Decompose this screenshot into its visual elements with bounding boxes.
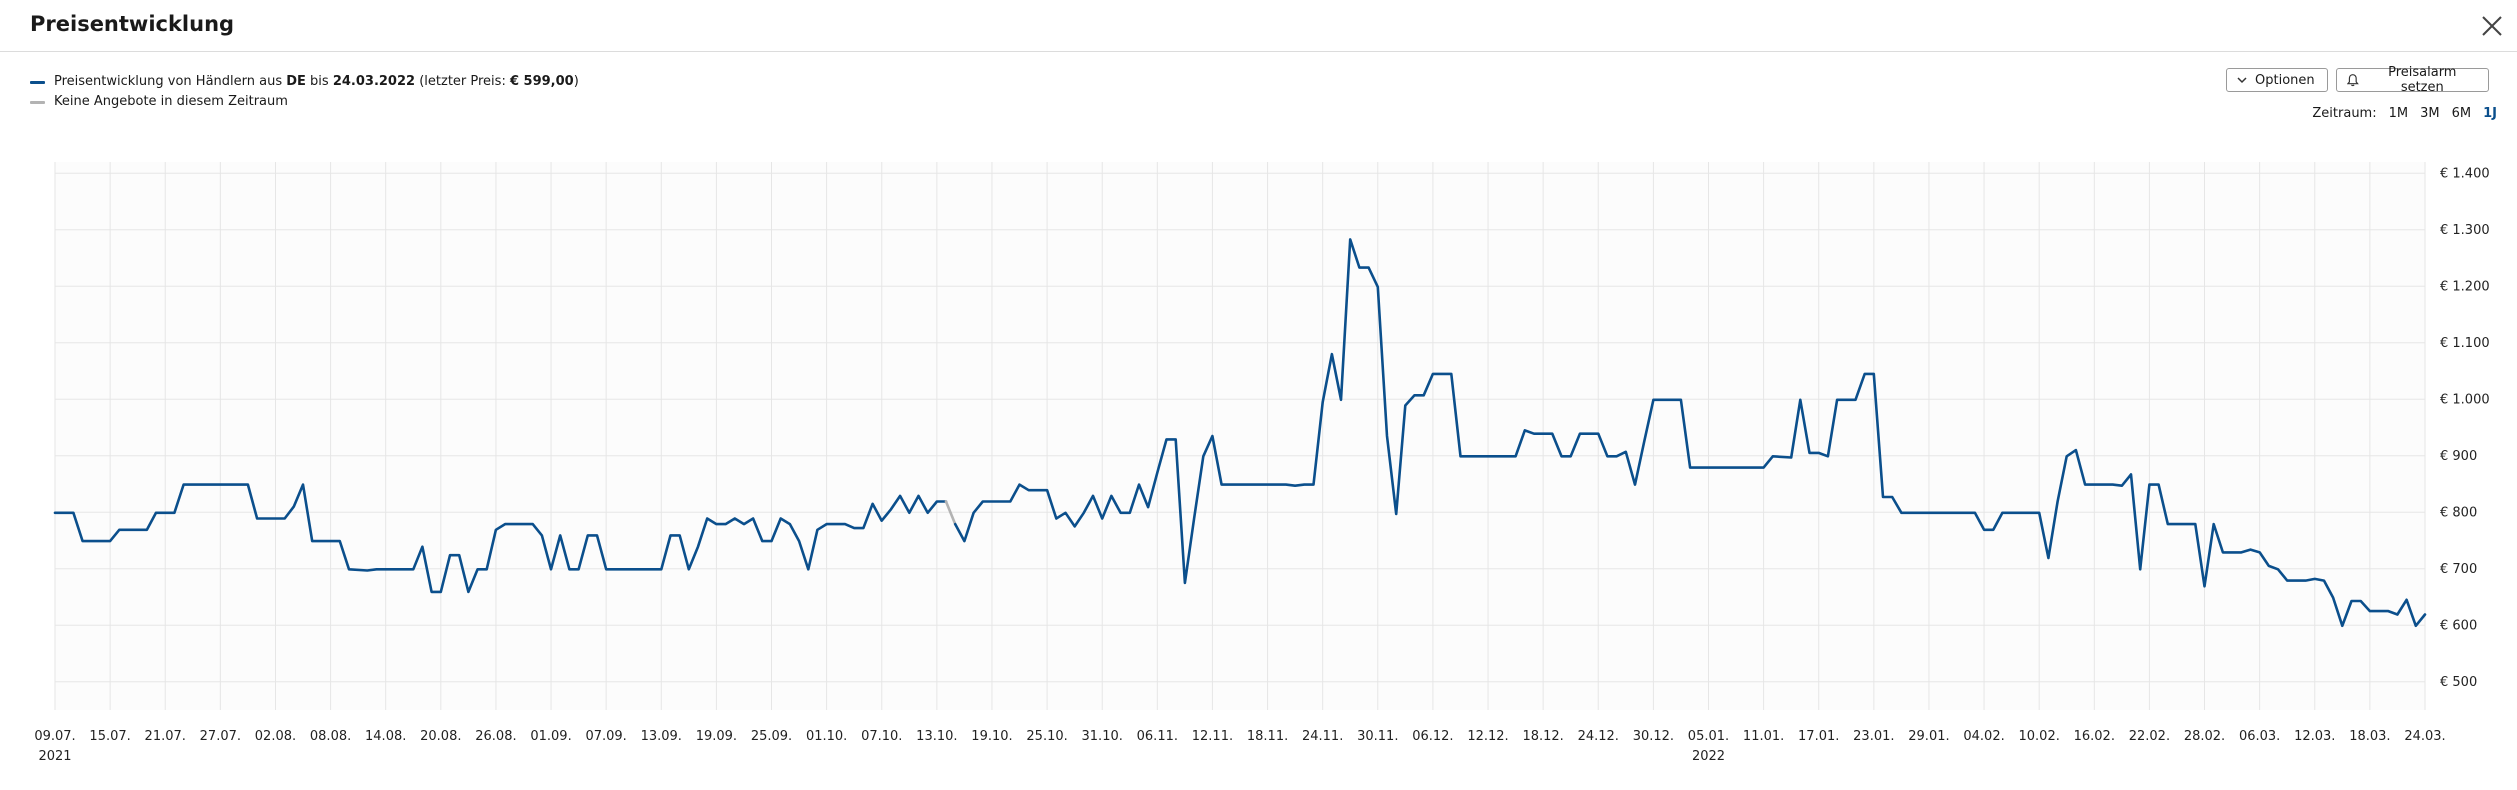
x-tick-label: 06.12. [1412, 729, 1453, 744]
x-tick-label: 24.12. [1578, 729, 1619, 744]
x-tick-label: 25.10. [1026, 729, 1067, 744]
x-tick-label: 18.03. [2349, 729, 2390, 744]
options-button[interactable]: Optionen [2226, 68, 2328, 92]
legend-close: ) [573, 74, 579, 89]
series-line-price-0 [53, 483, 948, 594]
x-tick-label: 11.01. [1743, 729, 1784, 744]
x-tick-label: 12.03. [2294, 729, 2335, 744]
range-option-3m[interactable]: 3M [2420, 106, 2440, 121]
legend-open: (letzter Preis: [415, 74, 510, 89]
x-tick-label: 01.10. [806, 729, 847, 744]
chart-legend: Preisentwicklung von Händlern aus DE bis… [30, 72, 579, 112]
x-tick-label: 30.11. [1357, 729, 1398, 744]
price-alarm-label: Preisalarm setzen [2388, 65, 2457, 95]
legend-date: 24.03.2022 [332, 74, 416, 89]
x-tick-label: 28.02. [2184, 729, 2225, 744]
x-tick-label: 27.07. [200, 729, 241, 744]
x-tick-label: 06.11. [1137, 729, 1178, 744]
x-tick-label: 13.10. [916, 729, 957, 744]
x-tick-label: 06.03. [2239, 729, 2280, 744]
y-tick-label: € 1.100 [2440, 336, 2490, 351]
y-tick-label: € 600 [2440, 618, 2477, 633]
legend-prefix: Preisentwicklung von Händlern aus [54, 74, 287, 89]
close-icon[interactable] [2480, 14, 2504, 38]
x-tick-label: 20.08. [420, 729, 461, 744]
y-tick-label: € 1.400 [2440, 166, 2490, 181]
price-alarm-button[interactable]: Preisalarm setzen [2336, 65, 2489, 95]
legend-swatch-price [30, 80, 45, 84]
x-tick-label: 04.02. [1963, 729, 2004, 744]
x-year-label: 2021 [38, 749, 71, 764]
x-tick-label: 18.12. [1522, 729, 1563, 744]
legend-swatch-no-offers [30, 100, 45, 104]
plot-background [55, 162, 2425, 710]
x-tick-label: 14.08. [365, 729, 406, 744]
y-tick-label: € 700 [2440, 562, 2477, 577]
x-tick-label: 05.01. [1688, 729, 1729, 744]
y-tick-label: € 1.300 [2440, 223, 2490, 238]
x-year-label: 2022 [1692, 749, 1725, 764]
legend-item-price: Preisentwicklung von Händlern aus DE bis… [30, 72, 579, 92]
time-range-selector: Zeitraum: 1M 3M 6M 1J [2312, 106, 2497, 121]
price-chart: € 500 € 600 € 700 € 800 € 900 € 1.000 € 1.100 €… [34, 162, 2490, 764]
dialog-header: Preisentwicklung [0, 0, 2517, 52]
range-option-1m[interactable]: 1M [2388, 106, 2409, 121]
series-line-no-offers [944, 500, 957, 526]
x-tick-label: 02.08. [255, 729, 296, 744]
legend-price-text: Preisentwicklung von Händlern aus DE bis… [54, 72, 579, 92]
x-tick-label: 29.01. [1908, 729, 1949, 744]
x-tick-label: 24.03. [2404, 729, 2445, 744]
x-tick-label: 26.08. [475, 729, 516, 744]
x-tick-label: 22.02. [2129, 729, 2170, 744]
chevron-down-icon [2237, 77, 2247, 84]
x-tick-label: 15.07. [89, 729, 130, 744]
x-tick-label: 19.09. [696, 729, 737, 744]
y-tick-label: € 1.000 [2440, 392, 2490, 407]
x-tick-label: 25.09. [751, 729, 792, 744]
x-tick-label: 12.12. [1467, 729, 1508, 744]
legend-item-no-offers: Keine Angebote in diesem Zeitraum [30, 92, 579, 112]
time-range-label: Zeitraum: [2312, 106, 2377, 121]
x-tick-label: 07.09. [585, 729, 626, 744]
range-option-1j[interactable]: 1J [2483, 106, 2497, 121]
x-tick-label: 24.11. [1302, 729, 1343, 744]
legend-no-offers-text: Keine Angebote in diesem Zeitraum [54, 94, 288, 109]
x-tick-label: 18.11. [1247, 729, 1288, 744]
y-tick-label: € 900 [2440, 449, 2477, 464]
series-line-price-2 [953, 238, 2427, 628]
x-tick-label: 23.01. [1853, 729, 1894, 744]
x-tick-label: 09.07. [34, 729, 75, 744]
x-tick-label: 21.07. [145, 729, 186, 744]
y-tick-label: € 1.200 [2440, 279, 2490, 294]
x-tick-label: 12.11. [1192, 729, 1233, 744]
x-tick-label: 10.02. [2019, 729, 2060, 744]
y-tick-label: € 500 [2440, 675, 2477, 690]
range-option-6m[interactable]: 6M [2451, 106, 2472, 121]
x-tick-label: 17.01. [1798, 729, 1839, 744]
bell-icon [2347, 74, 2359, 87]
dialog-title: Preisentwicklung [30, 12, 235, 36]
x-tick-label: 07.10. [861, 729, 902, 744]
x-tick-label: 30.12. [1633, 729, 1674, 744]
legend-mid: bis [305, 74, 333, 89]
y-tick-label: € 800 [2440, 505, 2477, 520]
x-tick-label: 13.09. [641, 729, 682, 744]
x-tick-label: 01.09. [530, 729, 571, 744]
x-tick-label: 19.10. [971, 729, 1012, 744]
options-button-label: Optionen [2255, 72, 2315, 88]
legend-country: DE [286, 74, 306, 89]
x-tick-label: 31.10. [1082, 729, 1123, 744]
x-tick-label: 16.02. [2074, 729, 2115, 744]
x-tick-label: 08.08. [310, 729, 351, 744]
legend-last-price: € 599,00 [509, 74, 574, 89]
